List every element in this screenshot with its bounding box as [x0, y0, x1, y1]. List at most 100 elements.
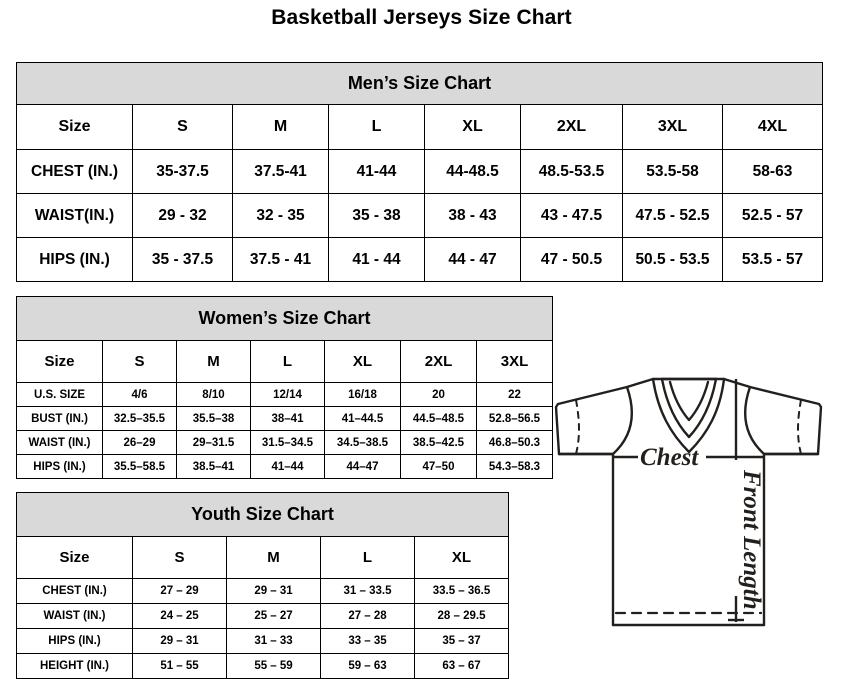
youth-header-row: Size S M L XL: [16, 536, 510, 579]
womens-hips-s: 35.5–58.5: [102, 454, 177, 479]
youth-waist-m: 25 – 27: [226, 603, 321, 629]
womens-hips-l: 41–44: [250, 454, 325, 479]
womens-bust-s: 32.5–35.5: [102, 406, 177, 431]
mens-col-header-3xl: 3XL: [622, 104, 723, 150]
page-title: Basketball Jerseys Size Chart: [271, 6, 572, 29]
mens-chest-l: 41-44: [328, 149, 425, 194]
mens-chest-3xl: 53.5-58: [622, 149, 723, 194]
table-row: WAIST (IN.) 24 – 25 25 – 27 27 – 28 28 –…: [16, 603, 510, 629]
youth-height-l: 59 – 63: [320, 653, 415, 679]
womens-hips-3xl: 54.3–58.3: [475, 454, 554, 479]
table-row: CHEST (IN.) 27 – 29 29 – 31 31 – 33.5 33…: [16, 578, 510, 604]
youth-waist-l: 27 – 28: [320, 603, 415, 629]
table-row: WAIST(IN.) 29 - 32 32 - 35 35 - 38 38 - …: [16, 193, 823, 238]
mens-hips-2xl: 47 - 50.5: [520, 237, 623, 282]
mens-hips-l: 41 - 44: [328, 237, 425, 282]
mens-chart-band-title: Men’s Size Chart: [16, 62, 823, 105]
mens-size-chart-table: Men’s Size Chart Size S M L XL 2XL 3XL 4…: [16, 62, 823, 282]
mens-col-header-4xl: 4XL: [722, 104, 823, 150]
womens-col-header-2xl: 2XL: [400, 340, 477, 383]
mens-hips-xl: 44 - 47: [424, 237, 521, 282]
youth-row-label-waist: WAIST (IN.): [16, 603, 133, 629]
youth-chest-s: 27 – 29: [132, 578, 227, 604]
womens-bust-m: 35.5–38: [176, 406, 251, 431]
mens-chest-xl: 44-48.5: [424, 149, 521, 194]
table-row: HIPS (IN.) 35.5–58.5 38.5–41 41–44 44–47…: [16, 454, 554, 479]
womens-waist-l: 31.5–34.5: [250, 430, 325, 455]
womens-us-size-m: 8/10: [176, 382, 251, 407]
womens-col-header-l: L: [250, 340, 325, 383]
youth-height-xl: 63 – 67: [413, 653, 510, 679]
mens-col-header-m: M: [232, 104, 329, 150]
womens-col-header-size: Size: [16, 340, 103, 383]
youth-hips-s: 29 – 31: [132, 628, 227, 654]
mens-col-header-size: Size: [16, 104, 133, 150]
womens-row-label-waist: WAIST (IN.): [16, 430, 103, 455]
mens-row-label-waist: WAIST(IN.): [16, 193, 133, 238]
youth-row-label-chest: CHEST (IN.): [16, 578, 133, 604]
table-row: CHEST (IN.) 35-37.5 37.5-41 41-44 44-48.…: [16, 149, 823, 194]
womens-waist-m: 29–31.5: [176, 430, 251, 455]
womens-waist-2xl: 38.5–42.5: [400, 430, 477, 455]
womens-us-size-xl: 16/18: [324, 382, 401, 407]
youth-row-label-hips: HIPS (IN.): [16, 628, 133, 654]
youth-hips-xl: 35 – 37: [413, 628, 510, 654]
womens-waist-s: 26–29: [102, 430, 177, 455]
mens-header-row: Size S M L XL 2XL 3XL 4XL: [16, 104, 823, 150]
mens-chest-s: 35-37.5: [132, 149, 233, 194]
mens-waist-s: 29 - 32: [132, 193, 233, 238]
mens-chest-m: 37.5-41: [232, 149, 329, 194]
mens-chest-2xl: 48.5-53.5: [520, 149, 623, 194]
womens-bust-2xl: 44.5–48.5: [400, 406, 477, 431]
youth-height-m: 55 – 59: [226, 653, 321, 679]
womens-bust-l: 38–41: [250, 406, 325, 431]
womens-col-header-m: M: [176, 340, 251, 383]
womens-us-size-l: 12/14: [250, 382, 325, 407]
youth-col-header-l: L: [320, 536, 415, 579]
mens-col-header-2xl: 2XL: [520, 104, 623, 150]
youth-chest-xl: 33.5 – 36.5: [413, 578, 510, 604]
youth-chest-l: 31 – 33.5: [320, 578, 415, 604]
womens-size-chart-table: Women’s Size Chart Size S M L XL 2XL 3XL…: [15, 296, 554, 479]
womens-us-size-s: 4/6: [102, 382, 177, 407]
womens-row-label-us-size: U.S. SIZE: [16, 382, 103, 407]
jersey-measurement-diagram: Chest Front Length: [534, 348, 840, 674]
womens-col-header-xl: XL: [324, 340, 401, 383]
mens-waist-2xl: 43 - 47.5: [520, 193, 623, 238]
mens-waist-4xl: 52.5 - 57: [722, 193, 823, 238]
mens-band-row: Men’s Size Chart: [16, 62, 823, 105]
mens-hips-m: 37.5 - 41: [232, 237, 329, 282]
womens-waist-xl: 34.5–38.5: [324, 430, 401, 455]
womens-chart-band-title: Women’s Size Chart: [15, 296, 554, 341]
mens-col-header-s: S: [132, 104, 233, 150]
womens-col-header-3xl: 3XL: [475, 340, 554, 383]
womens-hips-2xl: 47–50: [400, 454, 477, 479]
mens-col-header-xl: XL: [424, 104, 521, 150]
jersey-outline-icon: [554, 377, 823, 627]
womens-row-label-bust: BUST (IN.): [16, 406, 103, 431]
table-row: BUST (IN.) 32.5–35.5 35.5–38 38–41 41–44…: [16, 406, 554, 431]
chest-label: Chest: [640, 444, 699, 471]
mens-hips-s: 35 - 37.5: [132, 237, 233, 282]
table-row: U.S. SIZE 4/6 8/10 12/14 16/18 20 22: [16, 382, 554, 407]
womens-row-label-hips: HIPS (IN.): [16, 454, 103, 479]
womens-waist-3xl: 46.8–50.3: [475, 430, 554, 455]
womens-header-row: Size S M L XL 2XL 3XL: [16, 340, 554, 383]
front-length-measurement-line: [728, 379, 744, 622]
table-row: HIPS (IN.) 29 – 31 31 – 33 33 – 35 35 – …: [16, 628, 510, 654]
table-row: HIPS (IN.) 35 - 37.5 37.5 - 41 41 - 44 4…: [16, 237, 823, 282]
youth-hips-l: 33 – 35: [320, 628, 415, 654]
mens-waist-m: 32 - 35: [232, 193, 329, 238]
youth-waist-s: 24 – 25: [132, 603, 227, 629]
womens-hips-xl: 44–47: [324, 454, 401, 479]
youth-chart-band-title: Youth Size Chart: [15, 492, 510, 537]
youth-band-row: Youth Size Chart: [15, 492, 510, 537]
youth-col-header-size: Size: [16, 536, 133, 579]
mens-hips-3xl: 50.5 - 53.5: [622, 237, 723, 282]
front-length-label: Front Length: [738, 469, 765, 610]
mens-chest-4xl: 58-63: [722, 149, 823, 194]
youth-col-header-s: S: [132, 536, 227, 579]
womens-bust-xl: 41–44.5: [324, 406, 401, 431]
womens-hips-m: 38.5–41: [176, 454, 251, 479]
table-row: HEIGHT (IN.) 51 – 55 55 – 59 59 – 63 63 …: [16, 653, 510, 679]
